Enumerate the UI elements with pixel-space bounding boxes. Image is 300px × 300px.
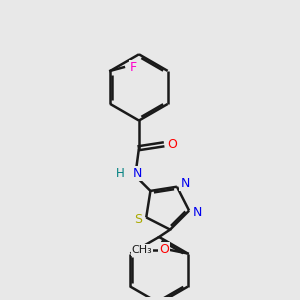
Text: N: N [180,177,190,190]
Text: N: N [193,206,202,219]
Text: S: S [134,213,142,226]
Text: O: O [159,243,169,256]
Text: F: F [130,61,137,74]
Text: N: N [133,167,142,180]
Text: CH₃: CH₃ [131,245,152,255]
Text: O: O [167,138,177,151]
Text: H: H [116,167,124,180]
